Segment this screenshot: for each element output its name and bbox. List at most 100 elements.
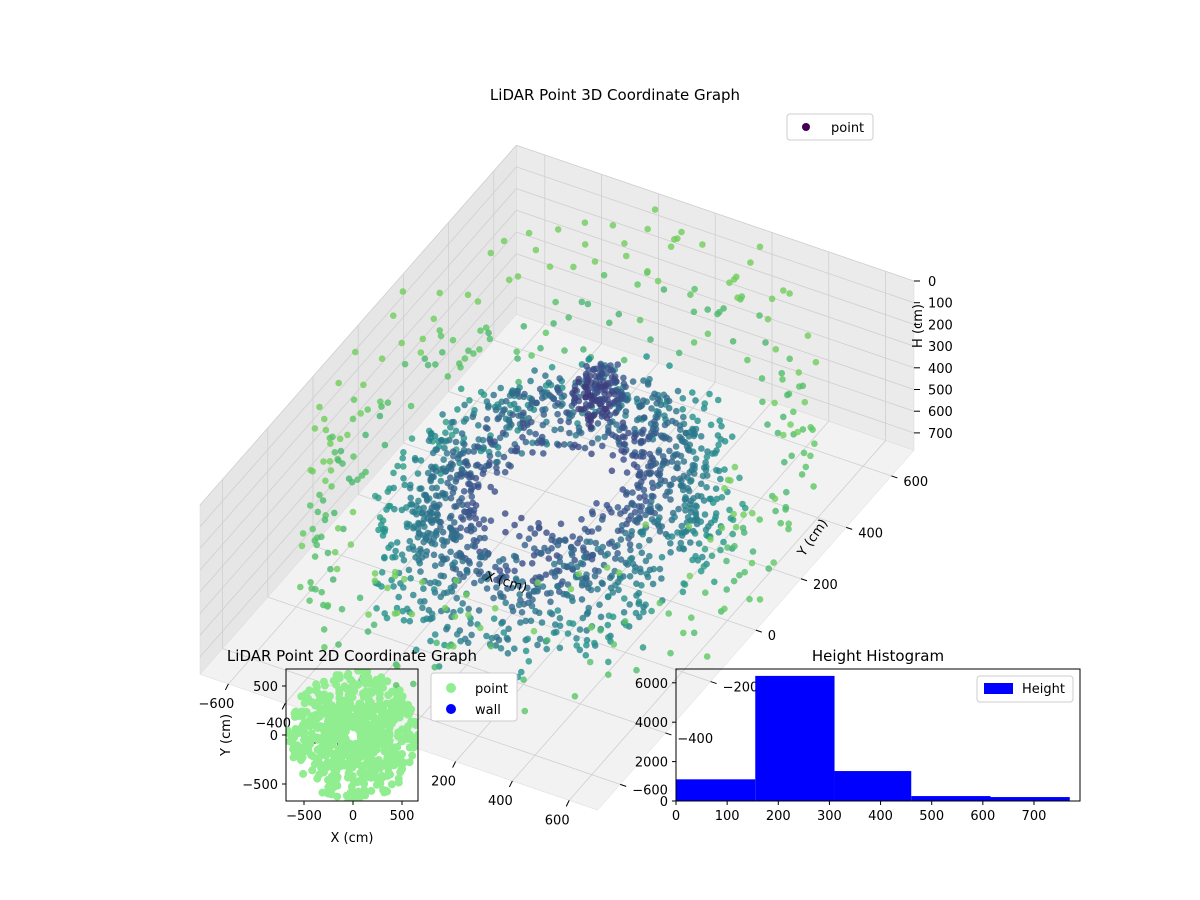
- data-point-3d: [639, 438, 647, 445]
- data-point-3d: [500, 629, 508, 636]
- data-point-3d: [461, 401, 468, 409]
- data-point-3d: [410, 680, 417, 688]
- y-tick-label: 6000: [635, 677, 668, 692]
- data-point-3d: [510, 400, 518, 408]
- data-point-3d: [390, 469, 397, 477]
- point-group: [286, 669, 418, 801]
- data-point-3d: [717, 475, 724, 483]
- data-point-3d: [587, 423, 595, 431]
- data-point-3d: [602, 382, 609, 390]
- data-point-3d: [331, 449, 339, 456]
- data-point-3d: [429, 510, 436, 517]
- data-point-3d: [597, 613, 605, 621]
- data-point-3d: [640, 414, 648, 421]
- data-point-3d: [466, 480, 474, 488]
- data-point-3d: [622, 408, 630, 415]
- data-point-3d: [536, 385, 544, 393]
- legend-label-point: point: [475, 682, 508, 697]
- data-point-3d: [519, 578, 526, 585]
- data-point-3d: [307, 579, 314, 586]
- data-point-3d: [790, 408, 797, 416]
- data-point-3d: [521, 541, 529, 549]
- data-point-3d: [477, 624, 484, 632]
- data-point-3d: [595, 373, 603, 381]
- data-point-3d: [567, 585, 575, 593]
- data-point-3d: [718, 494, 726, 501]
- data-point-2d: [360, 786, 369, 794]
- data-point-3d: [573, 642, 580, 649]
- data-point-3d: [768, 295, 776, 303]
- data-point-3d: [603, 414, 611, 422]
- data-point-3d: [450, 643, 457, 650]
- data-point-3d: [678, 522, 686, 530]
- data-point-3d: [400, 463, 407, 470]
- data-point-3d: [481, 525, 488, 532]
- data-point-3d: [590, 366, 597, 374]
- data-point-3d: [463, 567, 471, 574]
- back-grid-z: [516, 231, 915, 369]
- data-point-3d: [318, 533, 325, 541]
- data-point-2d: [397, 751, 405, 760]
- data-point-3d: [667, 540, 674, 547]
- data-point-3d: [520, 409, 527, 417]
- data-point-3d: [513, 348, 520, 356]
- data-point-3d: [677, 452, 685, 460]
- y-tick-label-3d: −400: [677, 732, 713, 747]
- data-point-3d: [733, 273, 740, 281]
- data-point-2d: [320, 681, 329, 690]
- data-point-3d: [309, 525, 317, 533]
- data-point-3d: [327, 565, 334, 573]
- data-point-3d: [459, 449, 467, 457]
- data-point-3d: [477, 568, 484, 575]
- data-point-3d: [376, 412, 384, 420]
- data-point-3d: [667, 481, 675, 488]
- data-point-3d: [453, 577, 460, 584]
- data-point-3d: [584, 300, 592, 308]
- data-point-3d: [327, 440, 334, 448]
- x-tick-label: 500: [919, 809, 944, 824]
- data-point-3d: [666, 447, 673, 455]
- data-point-3d: [587, 392, 594, 399]
- data-point-3d: [474, 298, 482, 305]
- data-point-3d: [620, 380, 628, 388]
- data-point-3d: [561, 347, 568, 354]
- data-point-3d: [679, 588, 687, 596]
- data-point-3d: [656, 599, 664, 607]
- data-point-2d: [333, 710, 342, 719]
- data-point-3d: [656, 565, 664, 573]
- data-point-3d: [447, 494, 455, 502]
- data-point-3d: [704, 306, 711, 313]
- data-point-3d: [492, 563, 499, 571]
- data-point-3d: [627, 512, 635, 520]
- data-point-3d: [393, 539, 401, 546]
- data-point-3d: [637, 402, 645, 410]
- data-point-2d: [352, 704, 361, 713]
- data-point-3d: [336, 435, 344, 443]
- data-point-3d: [439, 465, 447, 472]
- data-point-3d: [448, 419, 456, 426]
- data-point-3d: [575, 443, 582, 451]
- data-point-2d: [326, 739, 335, 748]
- data-point-3d: [406, 484, 414, 492]
- data-point-3d: [765, 565, 772, 572]
- data-point-3d: [556, 622, 564, 630]
- data-point-3d: [514, 355, 521, 362]
- data-point-3d: [676, 433, 683, 441]
- data-point-3d: [390, 583, 397, 590]
- data-point-3d: [723, 586, 730, 593]
- data-point-3d: [649, 456, 657, 464]
- data-point-2d: [333, 792, 342, 801]
- data-point-3d: [451, 519, 458, 526]
- data-point-2d: [377, 771, 386, 780]
- data-point-3d: [575, 428, 583, 435]
- data-point-3d: [587, 415, 594, 423]
- x-tick-3d: [565, 800, 570, 807]
- data-point-3d: [667, 649, 674, 657]
- data-point-3d: [596, 601, 603, 608]
- data-point-2d: [387, 780, 396, 789]
- data-point-3d: [729, 530, 736, 538]
- data-point-2d: [327, 725, 336, 734]
- data-point-3d: [611, 375, 618, 383]
- data-point-3d: [681, 581, 689, 588]
- data-point-3d: [378, 403, 385, 410]
